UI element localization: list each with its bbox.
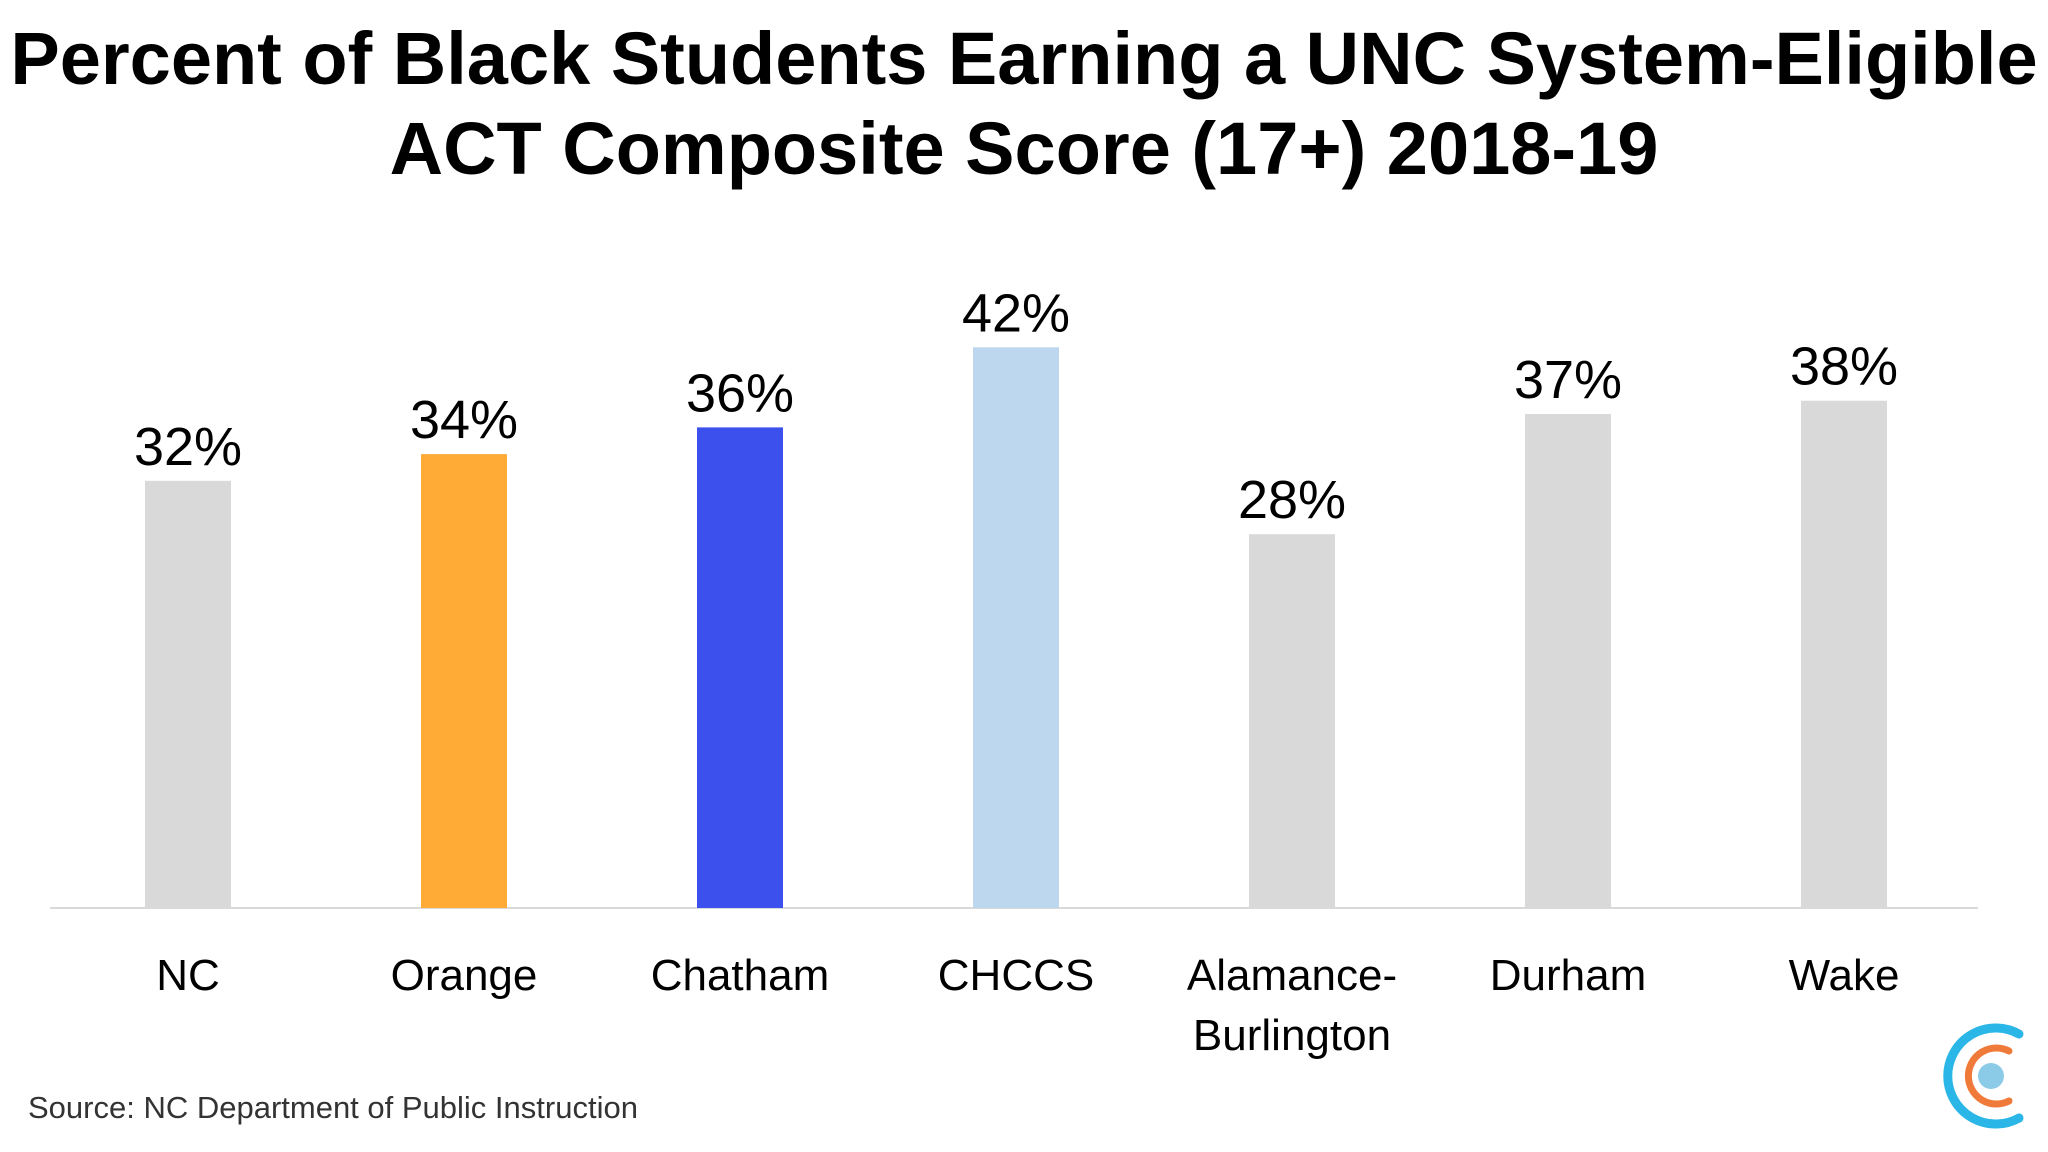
title-line-1: Percent of Black Students Earning a UNC … — [10, 17, 2038, 100]
value-label: 32% — [134, 417, 242, 477]
bar-nc — [145, 480, 231, 908]
category-label: Burlington — [1193, 1011, 1391, 1060]
bar-alamance-burlington — [1249, 534, 1335, 908]
logo-middle-arc — [1964, 1044, 2013, 1108]
category-label: Alamance- — [1187, 951, 1397, 1000]
value-label: 36% — [686, 363, 794, 423]
category-label: Wake — [1789, 951, 1900, 1000]
category-label: Chatham — [651, 951, 830, 1000]
source-note: Source: NC Department of Public Instruct… — [28, 1090, 638, 1125]
bar-durham — [1525, 414, 1611, 908]
value-label: 28% — [1238, 470, 1346, 530]
title-line-2: ACT Composite Score (17+) 2018-19 — [389, 107, 1659, 190]
bar-orange — [421, 454, 507, 908]
value-label: 38% — [1790, 337, 1898, 397]
bar-chatham — [697, 427, 783, 908]
logo-icon — [1943, 1023, 2024, 1129]
category-label: NC — [156, 951, 220, 1000]
bar-wake — [1801, 400, 1887, 908]
value-label: 42% — [962, 283, 1070, 343]
value-label: 37% — [1514, 350, 1622, 410]
logo-inner-dot — [1978, 1063, 2004, 1089]
category-label: CHCCS — [938, 951, 1094, 1000]
logo-outer-arc — [1943, 1023, 2024, 1129]
value-label: 34% — [410, 390, 518, 450]
bar-chccs — [973, 347, 1059, 908]
category-label: Orange — [391, 951, 538, 1000]
category-label: Durham — [1490, 951, 1647, 1000]
chart-title: Percent of Black Students Earning a UNC … — [0, 14, 2048, 194]
